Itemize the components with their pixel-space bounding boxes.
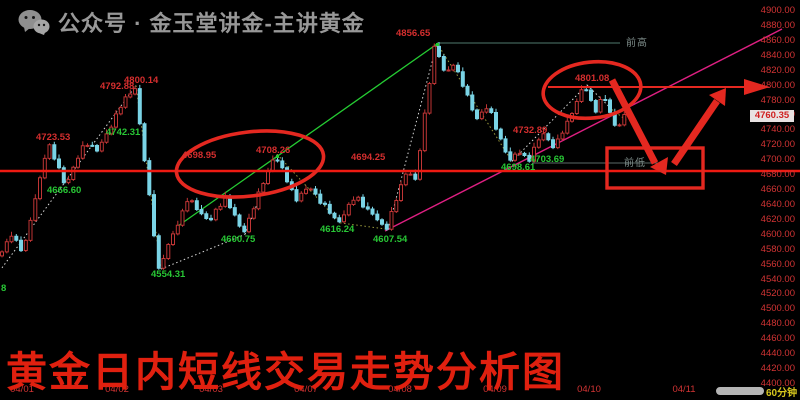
date-label: 04/07 bbox=[294, 384, 318, 395]
price-axis-label: 4580.00 bbox=[760, 243, 795, 255]
swing-price-label: 4694.25 bbox=[351, 152, 386, 163]
swing-price-label: 4708.26 bbox=[256, 145, 291, 156]
date-label: 04/11 bbox=[672, 384, 696, 395]
price-axis-label: 4840.00 bbox=[760, 49, 795, 61]
swing-price-label: 4616.24 bbox=[320, 224, 355, 235]
price-axis-label: 4860.00 bbox=[760, 34, 795, 46]
trendline-touch-dot bbox=[276, 155, 279, 158]
zigzag-segment bbox=[1, 85, 137, 269]
watermark-text: 公众号 · 金玉堂讲金-主讲黄金 bbox=[58, 11, 365, 36]
swing-price-label: 4800.14 bbox=[124, 75, 159, 86]
swing-price-label: 4723.53 bbox=[36, 132, 71, 143]
prev-high-label: 前高 bbox=[626, 38, 648, 49]
trendline-touch-dot bbox=[436, 43, 439, 46]
zigzag-segment bbox=[436, 43, 513, 162]
annotation-rectangle bbox=[605, 146, 705, 190]
timeframe-label[interactable]: 60分钟 bbox=[766, 388, 798, 399]
candle-down-bodies bbox=[14, 45, 617, 269]
swing-price-label: 4698.61 bbox=[501, 162, 536, 173]
arrow-down-right-shaft bbox=[608, 78, 659, 165]
swing-price-label: 4554.31 bbox=[151, 269, 186, 280]
price-axis-label: 4460.00 bbox=[760, 333, 795, 345]
candles bbox=[0, 42, 627, 270]
price-axis-label: 4740.00 bbox=[760, 124, 795, 136]
swing-price-label: 4698.95 bbox=[182, 150, 217, 161]
price-axis-label: 4440.00 bbox=[760, 348, 795, 360]
price-axis-label: 4660.00 bbox=[760, 184, 795, 196]
wechat-icon bbox=[18, 10, 50, 35]
swing-price-label: 4792.88 bbox=[100, 81, 135, 92]
price-axis-label: 4540.00 bbox=[760, 273, 795, 285]
price-axis-label: 4420.00 bbox=[760, 363, 795, 375]
zigzag-segment bbox=[160, 233, 246, 270]
date-label: 04/08 bbox=[388, 384, 412, 395]
arrow-right-head bbox=[744, 79, 770, 95]
swing-price-label: 8 bbox=[1, 283, 7, 294]
swing-price-label: 4703.69 bbox=[530, 154, 565, 165]
swing-price-label: 4607.54 bbox=[373, 234, 408, 245]
annotation-ellipse-right bbox=[541, 59, 643, 121]
swing-price-label: 4666.60 bbox=[47, 185, 82, 196]
swing-price-label: 4600.75 bbox=[221, 234, 256, 245]
swing-price-label: 4856.65 bbox=[396, 28, 431, 39]
price-axis-label: 4680.00 bbox=[760, 169, 795, 181]
zigzag-segment bbox=[387, 43, 438, 230]
price-axis-label: 4820.00 bbox=[760, 64, 795, 76]
price-axis-label: 4780.00 bbox=[760, 94, 795, 106]
trendline-magenta bbox=[384, 28, 783, 232]
zigzag-segment bbox=[586, 84, 613, 110]
price-axis-label: 4640.00 bbox=[760, 198, 795, 210]
swing-price-label: 4732.89 bbox=[513, 125, 548, 136]
price-axis-label: 4800.00 bbox=[760, 79, 795, 91]
swing-price-label: 4742.31 bbox=[106, 127, 141, 138]
price-axis-label: 4400.00 bbox=[760, 378, 795, 389]
arrow-up-right-head bbox=[709, 88, 726, 106]
price-axis-label: 4560.00 bbox=[760, 258, 795, 270]
price-axis-label: 4900.00 bbox=[760, 5, 795, 16]
annotation-ellipse-left bbox=[174, 129, 326, 199]
scrollbar-thumb[interactable] bbox=[716, 387, 764, 395]
candle-up-bodies bbox=[0, 45, 627, 269]
zigzag-segment bbox=[511, 84, 588, 162]
date-label: 04/02 bbox=[105, 384, 129, 395]
date-label: 04/09 bbox=[483, 384, 507, 395]
arrow-up-right-shaft bbox=[671, 99, 720, 166]
price-axis-label: 4480.00 bbox=[760, 318, 795, 330]
price-axis-label: 4700.00 bbox=[760, 154, 795, 166]
prev-low-label: 前低 bbox=[624, 158, 646, 169]
current-price-tag: 4760.35 bbox=[750, 110, 794, 122]
date-label: 04/10 bbox=[577, 384, 601, 395]
watermark: 公众号 · 金玉堂讲金-主讲黄金 bbox=[18, 6, 365, 38]
price-axis-label: 4880.00 bbox=[760, 19, 795, 31]
trendline-green bbox=[177, 43, 438, 227]
price-axis-label: 4520.00 bbox=[760, 288, 795, 300]
swing-price-label: 4801.08 bbox=[575, 73, 610, 84]
price-axis-label: 4620.00 bbox=[760, 213, 795, 225]
date-label: 04/01 bbox=[10, 384, 34, 395]
price-axis-label: 4500.00 bbox=[760, 303, 795, 315]
price-axis-label: 4720.00 bbox=[760, 139, 795, 151]
page-title: 黄金日内短线交易走势分析图 bbox=[6, 349, 565, 395]
price-axis-label: 4600.00 bbox=[760, 228, 795, 240]
arrow-down-right-head bbox=[650, 157, 668, 175]
date-label: 04/03 bbox=[199, 384, 223, 395]
